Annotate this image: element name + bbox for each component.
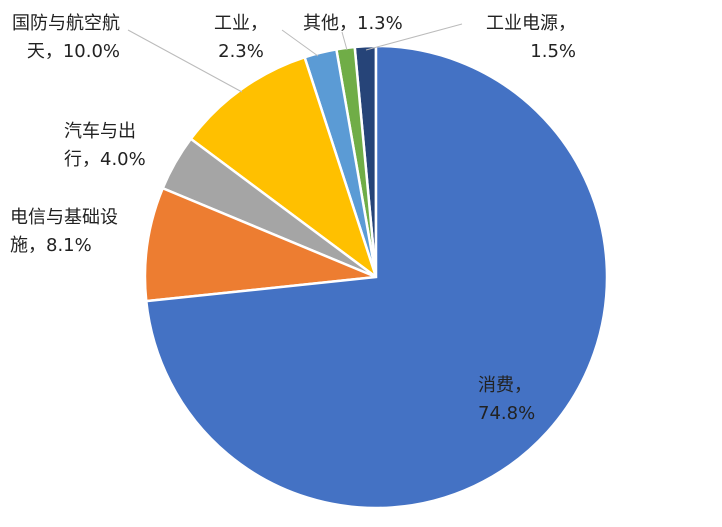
- slice-label: 汽车与出行，4.0%: [64, 118, 162, 174]
- category-name: 国防与航空航天: [12, 13, 120, 62]
- value-label: 1.3%: [357, 13, 403, 34]
- slice-label: 电信与基础设施，8.1%: [10, 204, 120, 260]
- value-label: 4.0%: [100, 149, 146, 170]
- value-label: 1.5%: [530, 41, 576, 62]
- category-name: 消费: [478, 375, 514, 396]
- pie-slice: [144, 44, 609, 510]
- category-name: 汽车与出行: [64, 121, 136, 170]
- slice-label: 工业电源， 1.5%: [458, 10, 576, 66]
- category-name: 工业电源: [486, 13, 558, 34]
- leader-lines: [127, 23, 463, 93]
- category-name: 其他: [303, 13, 339, 34]
- pie-slice: [143, 186, 377, 303]
- separator: ，: [514, 375, 532, 396]
- separator: ，: [558, 13, 576, 34]
- slice-label: 消费， 74.8%: [478, 372, 548, 428]
- separator: ，: [339, 13, 357, 34]
- leader-line: [127, 29, 243, 93]
- slice-label: 其他，1.3%: [303, 10, 443, 38]
- slice-label: 国防与航空航天，10.0%: [8, 10, 120, 66]
- value-label: 74.8%: [478, 403, 536, 424]
- separator: ，: [82, 149, 100, 170]
- pie-slice: [189, 55, 379, 281]
- separator: ，: [28, 235, 46, 256]
- separator: ，: [250, 13, 268, 34]
- category-name: 电信与基础设施: [10, 207, 118, 256]
- value-label: 8.1%: [46, 235, 92, 256]
- separator: ，: [44, 41, 63, 62]
- leader-line: [281, 29, 319, 57]
- value-label: 10.0%: [62, 41, 120, 62]
- slice-label: 工业， 2.3%: [208, 10, 274, 66]
- value-label: 2.3%: [218, 41, 264, 62]
- leader-line: [341, 31, 348, 51]
- category-name: 工业: [214, 13, 250, 34]
- leader-line: [365, 23, 463, 51]
